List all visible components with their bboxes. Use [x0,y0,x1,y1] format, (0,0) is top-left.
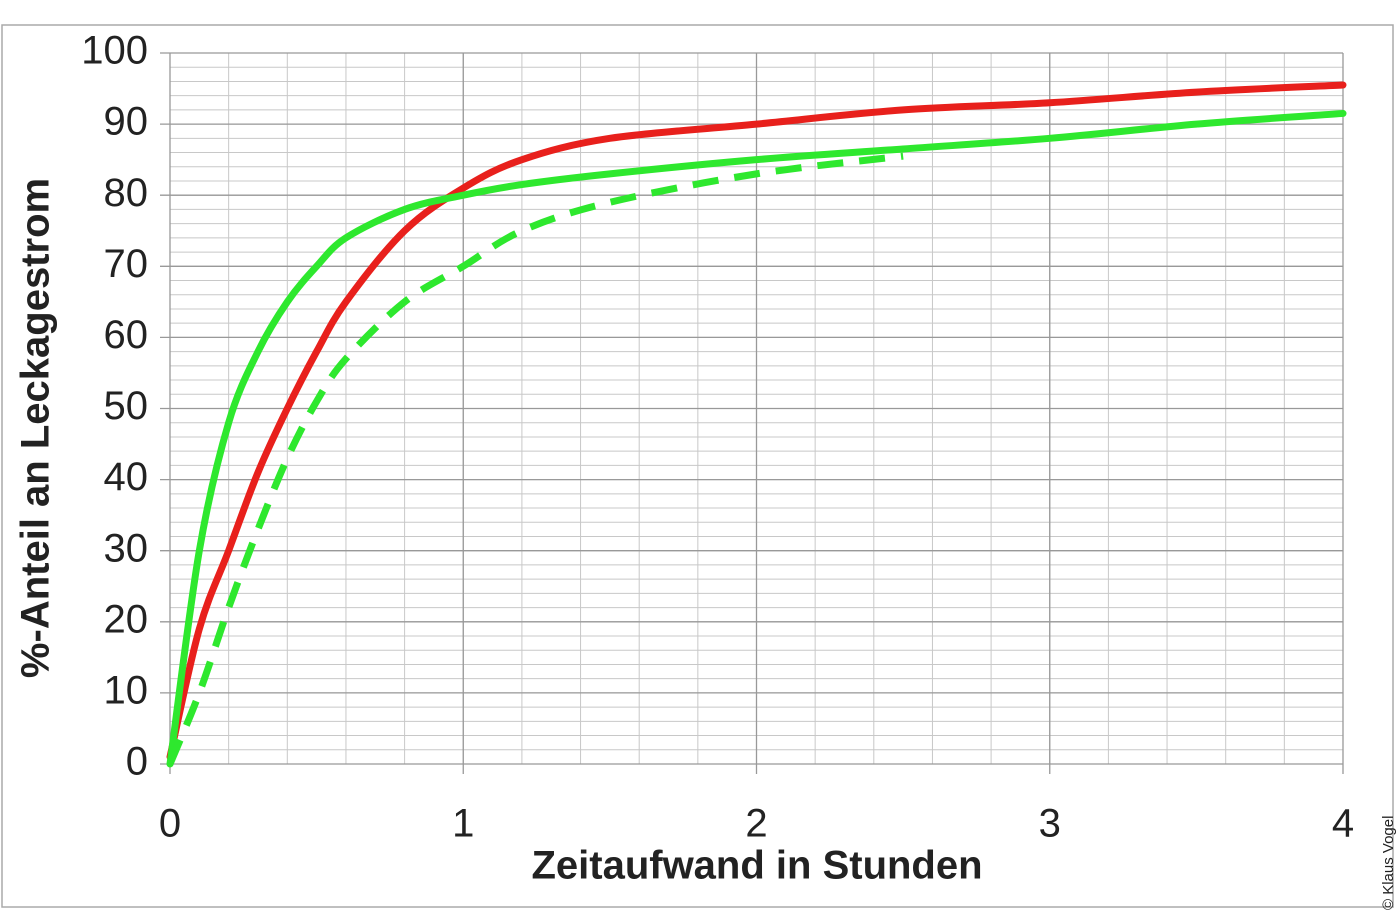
series-line [166,81,1347,761]
y-tick-label: 40 [104,455,149,499]
y-tick-label: 10 [104,668,149,712]
x-tick-label: 1 [452,802,474,846]
y-tick-label: 80 [104,171,149,215]
y-tick-label: 70 [104,242,149,286]
y-tick-label: 30 [104,526,149,570]
x-tick-label: 4 [1332,802,1354,846]
grid [160,52,1344,774]
x-tick-label: 2 [745,802,767,846]
lines [166,81,1347,768]
y-tick-label: 0 [126,740,148,784]
series-line [166,152,904,766]
series-line [166,109,1347,768]
y-axis-label: %-Anteil an Leckagestrom [14,178,58,678]
y-tick-label: 60 [104,313,149,357]
x-axis-label: Zeitaufwand in Stunden [531,844,982,888]
x-tick-label: 3 [1039,802,1061,846]
y-tick-label: 50 [104,384,149,428]
y-tick-label: 100 [81,29,148,73]
y-tick-label: 20 [104,597,149,641]
y-tick-label: 90 [104,100,149,144]
credit: © Klaus Vogel [1380,816,1397,910]
x-tick-label: 0 [159,802,181,846]
